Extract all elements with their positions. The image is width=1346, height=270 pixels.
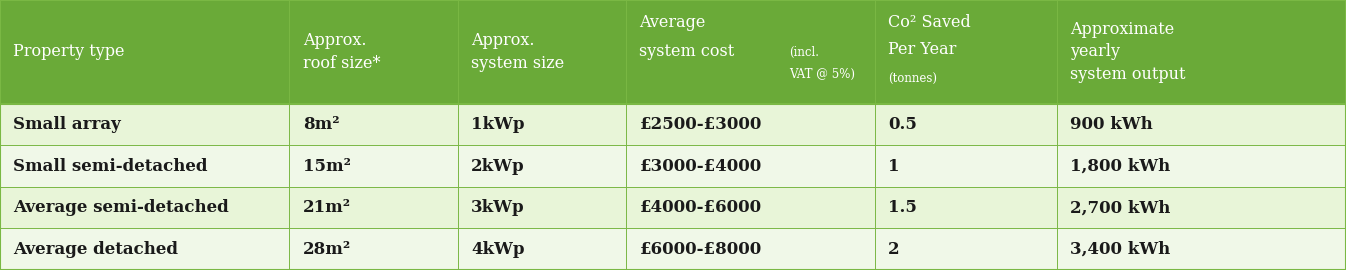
- Text: 28m²: 28m²: [303, 241, 351, 258]
- Text: 2,700 kWh: 2,700 kWh: [1070, 199, 1171, 216]
- Text: (incl.: (incl.: [789, 45, 818, 59]
- Text: Co² Saved: Co² Saved: [888, 14, 970, 31]
- Text: Property type: Property type: [13, 43, 125, 60]
- Text: 2: 2: [888, 241, 900, 258]
- Text: Per Year: Per Year: [888, 41, 957, 58]
- Text: £6000-£8000: £6000-£8000: [639, 241, 762, 258]
- Text: VAT @ 5%): VAT @ 5%): [789, 68, 855, 81]
- Bar: [0, 146, 1346, 187]
- Text: 2kWp: 2kWp: [471, 158, 525, 175]
- Text: 0.5: 0.5: [888, 116, 917, 133]
- Bar: [0, 187, 1346, 228]
- Bar: [0, 104, 1346, 146]
- Text: 1.5: 1.5: [888, 199, 917, 216]
- Text: Average: Average: [639, 14, 705, 31]
- Text: 1kWp: 1kWp: [471, 116, 525, 133]
- Text: Average semi-detached: Average semi-detached: [13, 199, 229, 216]
- Text: Approx.
roof size*: Approx. roof size*: [303, 32, 381, 72]
- Text: 4kWp: 4kWp: [471, 241, 525, 258]
- Text: Approx.
system size: Approx. system size: [471, 32, 564, 72]
- Text: 3kWp: 3kWp: [471, 199, 525, 216]
- Text: Small array: Small array: [13, 116, 121, 133]
- Text: 8m²: 8m²: [303, 116, 339, 133]
- Text: 3,400 kWh: 3,400 kWh: [1070, 241, 1170, 258]
- Text: 1,800 kWh: 1,800 kWh: [1070, 158, 1170, 175]
- Bar: [0, 0, 1346, 104]
- Text: 1: 1: [888, 158, 900, 175]
- Text: Average detached: Average detached: [13, 241, 179, 258]
- Text: system cost: system cost: [639, 43, 740, 60]
- Text: Small semi-detached: Small semi-detached: [13, 158, 209, 175]
- Text: 21m²: 21m²: [303, 199, 351, 216]
- Text: 900 kWh: 900 kWh: [1070, 116, 1152, 133]
- Text: Approximate
yearly
system output: Approximate yearly system output: [1070, 21, 1186, 83]
- Bar: [0, 228, 1346, 270]
- Text: 15m²: 15m²: [303, 158, 351, 175]
- Text: £2500-£3000: £2500-£3000: [639, 116, 762, 133]
- Text: £3000-£4000: £3000-£4000: [639, 158, 762, 175]
- Text: £4000-£6000: £4000-£6000: [639, 199, 762, 216]
- Text: (tonnes): (tonnes): [888, 73, 937, 86]
